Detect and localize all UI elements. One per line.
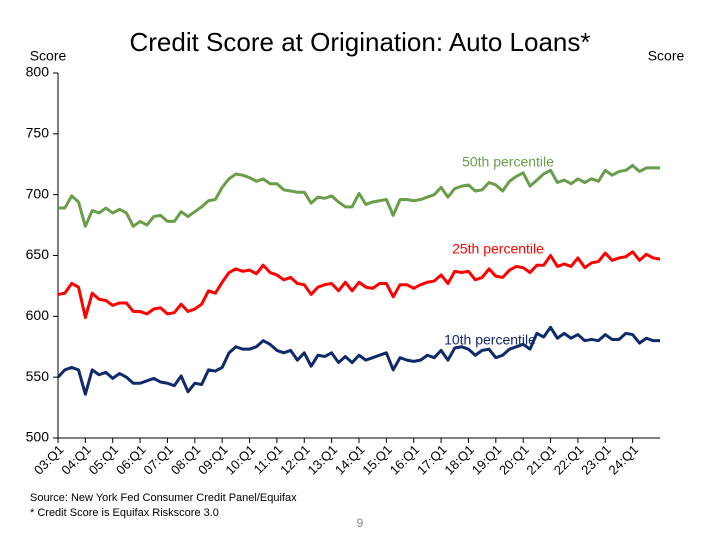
x-tick-label: 08:Q1 [168, 442, 204, 478]
x-tick-label: 13:Q1 [305, 442, 341, 478]
y-tick-label: 800 [26, 64, 50, 80]
y-tick-label: 600 [26, 307, 50, 323]
y-tick-label: 500 [26, 429, 50, 445]
y2-axis-label: Score [648, 48, 685, 64]
y-tick-label: 750 [26, 125, 50, 141]
y-axis-label: Score [30, 48, 67, 64]
series-line [57, 250, 661, 320]
x-tick-label: 10:Q1 [222, 442, 258, 478]
series-line [56, 325, 660, 396]
x-tick-label: 14:Q1 [332, 442, 368, 478]
series-label: 25th percentile [452, 241, 544, 257]
x-tick-label: 15:Q1 [359, 442, 395, 478]
x-tick-label: 19:Q1 [469, 442, 505, 478]
x-tick-label: 11:Q1 [250, 442, 285, 477]
x-tick-label: 17:Q1 [414, 442, 450, 478]
y-tick-label: 700 [26, 185, 50, 201]
x-tick-label: 21:Q1 [523, 442, 559, 478]
x-tick-label: 20:Q1 [496, 442, 532, 478]
x-tick-label: 16:Q1 [387, 442, 423, 478]
x-tick-label: 22:Q1 [551, 442, 587, 478]
chart-title: Credit Score at Origination: Auto Loans* [129, 27, 590, 57]
source-note: Source: New York Fed Consumer Credit Pan… [30, 492, 297, 504]
x-tick-label: 24:Q1 [606, 442, 642, 478]
series-label: 10th percentile [444, 332, 536, 348]
y-tick-label: 550 [26, 368, 50, 384]
x-tick-label: 23:Q1 [578, 442, 614, 478]
x-tick-label: 07:Q1 [140, 442, 176, 478]
x-tick-label: 04:Q1 [58, 442, 94, 478]
x-tick-label: 06:Q1 [113, 442, 149, 478]
x-tick-label: 05:Q1 [86, 442, 122, 478]
page-number: 9 [357, 516, 364, 530]
x-tick-label: 09:Q1 [195, 442, 231, 478]
footnote: * Credit Score is Equifax Riskscore 3.0 [30, 507, 219, 519]
x-tick-label: 18:Q1 [441, 442, 477, 478]
y-tick-label: 650 [26, 246, 50, 262]
x-tick-label: 03:Q1 [31, 442, 67, 478]
x-tick-label: 12:Q1 [277, 442, 313, 478]
series-line [58, 163, 660, 228]
series-label: 50th percentile [462, 154, 554, 170]
